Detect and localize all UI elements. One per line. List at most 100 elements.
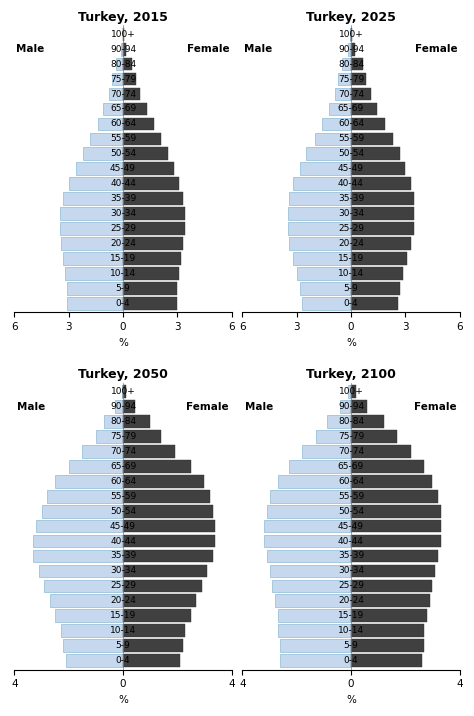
Bar <box>123 193 183 205</box>
Bar <box>351 87 371 100</box>
Text: 15-19: 15-19 <box>110 254 136 263</box>
Text: 60-64: 60-64 <box>338 120 364 128</box>
Text: 5-9: 5-9 <box>116 284 130 293</box>
Title: Turkey, 2100: Turkey, 2100 <box>306 369 396 382</box>
Bar <box>123 102 146 115</box>
Text: 65-69: 65-69 <box>110 462 136 471</box>
Text: 100+: 100+ <box>338 387 364 396</box>
Text: 60-64: 60-64 <box>110 120 136 128</box>
Text: 90-94: 90-94 <box>338 44 364 54</box>
Text: 60-64: 60-64 <box>338 477 364 485</box>
Text: 20-24: 20-24 <box>110 596 136 605</box>
Bar <box>351 282 400 295</box>
Bar <box>123 520 215 533</box>
Bar <box>270 565 351 577</box>
Text: Male: Male <box>244 44 273 54</box>
Bar <box>281 654 351 667</box>
Bar <box>123 609 191 622</box>
Bar <box>338 73 351 85</box>
Text: 55-59: 55-59 <box>338 492 364 500</box>
Bar <box>351 117 385 130</box>
Text: 35-39: 35-39 <box>338 551 364 561</box>
Bar <box>351 639 424 652</box>
Bar <box>290 237 351 250</box>
X-axis label: %: % <box>118 337 128 347</box>
Bar <box>123 475 204 488</box>
Bar <box>272 579 351 592</box>
Bar <box>306 147 351 160</box>
Bar <box>47 490 123 503</box>
Bar <box>293 178 351 190</box>
Bar <box>351 252 407 265</box>
Bar <box>289 460 351 473</box>
Bar <box>297 267 351 280</box>
Bar <box>351 193 414 205</box>
Text: 55-59: 55-59 <box>110 135 136 143</box>
Bar <box>60 208 123 220</box>
Bar <box>34 535 123 548</box>
Text: 40-44: 40-44 <box>110 536 136 546</box>
Bar <box>69 460 123 473</box>
Text: 0-4: 0-4 <box>116 656 130 665</box>
Bar <box>281 639 351 652</box>
Bar <box>351 579 432 592</box>
Text: 5-9: 5-9 <box>116 642 130 650</box>
Bar <box>50 594 123 607</box>
Text: 50-54: 50-54 <box>110 150 136 158</box>
Bar <box>351 147 400 160</box>
Bar <box>351 475 432 488</box>
Bar <box>278 624 351 637</box>
Bar <box>123 579 202 592</box>
Title: Turkey, 2015: Turkey, 2015 <box>78 11 168 24</box>
Bar <box>329 102 351 115</box>
Bar <box>327 415 351 427</box>
Bar <box>264 535 351 548</box>
Bar <box>36 520 123 533</box>
Title: Turkey, 2025: Turkey, 2025 <box>306 11 396 24</box>
Bar <box>275 594 351 607</box>
Text: 100+: 100+ <box>110 387 136 396</box>
Text: 25-29: 25-29 <box>338 581 364 591</box>
Text: 15-19: 15-19 <box>338 611 364 620</box>
Bar <box>351 535 440 548</box>
Bar <box>123 550 213 562</box>
Bar <box>351 505 440 518</box>
Bar <box>351 565 435 577</box>
Text: 5-9: 5-9 <box>344 642 358 650</box>
Text: 30-34: 30-34 <box>110 566 136 576</box>
Bar <box>123 400 135 413</box>
Bar <box>123 178 179 190</box>
Bar <box>351 415 383 427</box>
Text: 80-84: 80-84 <box>338 59 364 69</box>
Bar <box>123 639 183 652</box>
Bar <box>123 490 210 503</box>
Text: 40-44: 40-44 <box>338 179 364 188</box>
Bar <box>342 58 351 70</box>
Bar <box>122 385 123 398</box>
Bar <box>123 505 213 518</box>
Bar <box>123 654 180 667</box>
Text: 45-49: 45-49 <box>338 164 364 173</box>
Bar <box>351 385 356 398</box>
Text: 50-54: 50-54 <box>338 507 364 516</box>
Bar <box>123 415 150 427</box>
Bar <box>351 73 366 85</box>
Text: 15-19: 15-19 <box>338 254 364 263</box>
Bar <box>67 297 123 310</box>
Text: Female: Female <box>187 44 230 54</box>
Text: 5-9: 5-9 <box>344 284 358 293</box>
Text: 0-4: 0-4 <box>344 656 358 665</box>
Bar <box>351 237 410 250</box>
Text: Male: Male <box>16 44 45 54</box>
X-axis label: %: % <box>346 337 356 347</box>
Text: 80-84: 80-84 <box>338 417 364 426</box>
Bar <box>123 252 181 265</box>
Bar <box>278 609 351 622</box>
Bar <box>123 282 177 295</box>
Text: 70-74: 70-74 <box>338 447 364 456</box>
Bar <box>82 445 123 458</box>
Text: 50-54: 50-54 <box>110 507 136 516</box>
Text: 35-39: 35-39 <box>338 194 364 203</box>
Bar <box>96 430 123 442</box>
Bar <box>64 193 123 205</box>
